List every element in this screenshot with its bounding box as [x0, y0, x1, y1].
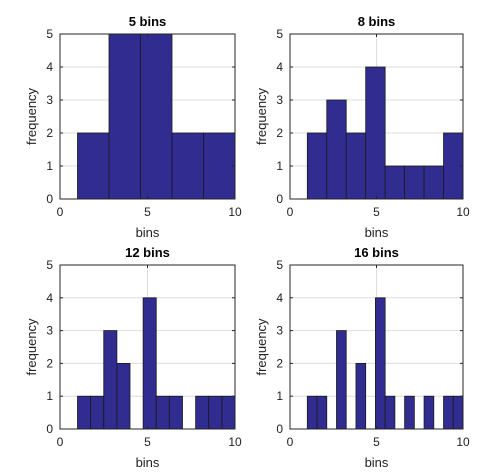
histogram-bar	[375, 297, 386, 430]
histogram-bar	[404, 165, 425, 200]
y-tick-label: 2	[46, 356, 53, 370]
y-tick-label: 0	[276, 192, 283, 206]
y-tick-label: 3	[276, 93, 283, 107]
histogram-panel: 0 5 10 0 1 2 3 4 5 5 bins bins frequency	[24, 14, 242, 240]
histogram-bar	[365, 66, 386, 200]
chart-title: 12 bins	[125, 245, 170, 260]
y-tick-label: 3	[276, 324, 283, 338]
x-tick-label: 10	[228, 205, 242, 219]
y-tick-label: 1	[46, 389, 53, 403]
histogram-bar	[90, 395, 105, 430]
histogram-bar	[142, 297, 157, 430]
y-tick-label: 4	[276, 291, 283, 305]
x-tick-label: 5	[144, 435, 151, 449]
y-tick-label: 2	[276, 126, 283, 140]
y-tick-label: 5	[46, 27, 53, 41]
histogram-bar	[195, 395, 210, 430]
y-tick-label: 0	[46, 422, 53, 436]
histogram-panel: 0 5 10 0 1 2 3 4 5 12 bins bins frequency	[24, 245, 242, 470]
x-axis-label: bins	[136, 225, 160, 240]
y-tick-label: 0	[276, 422, 283, 436]
histogram-bar	[221, 395, 236, 430]
histogram-bar	[306, 395, 318, 430]
y-axis-label: frequency	[254, 87, 269, 145]
histogram-bar	[203, 132, 236, 200]
histogram-bar	[345, 132, 367, 200]
histogram-bar	[77, 395, 92, 430]
x-tick-label: 10	[456, 205, 470, 219]
histogram-bar	[404, 395, 415, 430]
histogram-bar	[103, 330, 118, 430]
y-tick-label: 5	[46, 258, 53, 272]
y-tick-label: 1	[46, 159, 53, 173]
x-axis-label: bins	[365, 225, 389, 240]
y-tick-label: 3	[46, 324, 53, 338]
y-tick-label: 4	[46, 60, 53, 74]
y-tick-label: 2	[276, 356, 283, 370]
histogram-bar	[316, 395, 328, 430]
y-axis-label: frequency	[24, 318, 39, 376]
histogram-bar	[168, 395, 183, 430]
histogram-bar	[116, 362, 131, 430]
histogram-bar	[443, 395, 454, 430]
x-tick-label: 0	[57, 205, 64, 219]
histogram-bar	[384, 395, 396, 430]
y-axis-label: frequency	[24, 87, 39, 145]
histogram-panel: 0 5 10 0 1 2 3 4 5 16 bins bins frequency	[254, 245, 470, 470]
x-tick-label: 10	[228, 435, 242, 449]
y-tick-label: 4	[276, 60, 283, 74]
x-tick-label: 5	[373, 205, 380, 219]
y-tick-label: 5	[276, 27, 283, 41]
histogram-bar	[452, 395, 464, 430]
y-axis-label: frequency	[254, 318, 269, 376]
y-tick-label: 2	[46, 126, 53, 140]
y-tick-label: 1	[276, 159, 283, 173]
histogram-bar	[384, 165, 406, 200]
histogram-bar	[306, 132, 328, 200]
histogram-bar	[355, 362, 367, 430]
chart-title: 5 bins	[129, 14, 167, 29]
histogram-bar	[423, 165, 444, 200]
x-tick-label: 5	[144, 205, 151, 219]
histogram-bar	[108, 33, 141, 200]
histogram-bar	[423, 395, 435, 430]
x-axis-label: bins	[365, 455, 389, 470]
histogram-bar	[326, 99, 347, 200]
x-tick-label: 0	[287, 435, 294, 449]
y-tick-label: 5	[276, 258, 283, 272]
histogram-panel: 0 5 10 0 1 2 3 4 5 8 bins bins frequency	[254, 14, 470, 240]
y-tick-label: 1	[276, 389, 283, 403]
histogram-bar	[155, 395, 170, 430]
x-tick-label: 5	[373, 435, 380, 449]
x-tick-label: 10	[456, 435, 470, 449]
histogram-bar	[336, 330, 347, 430]
y-tick-label: 3	[46, 93, 53, 107]
histogram-bar	[171, 132, 204, 200]
x-tick-label: 0	[57, 435, 64, 449]
y-tick-label: 4	[46, 291, 53, 305]
histogram-bar	[208, 395, 223, 430]
histogram-bar	[140, 33, 173, 200]
histogram-bar	[77, 132, 110, 200]
chart-title: 8 bins	[358, 14, 396, 29]
x-tick-label: 0	[287, 205, 294, 219]
chart-title: 16 bins	[354, 245, 399, 260]
x-axis-label: bins	[136, 455, 160, 470]
y-tick-label: 0	[46, 192, 53, 206]
